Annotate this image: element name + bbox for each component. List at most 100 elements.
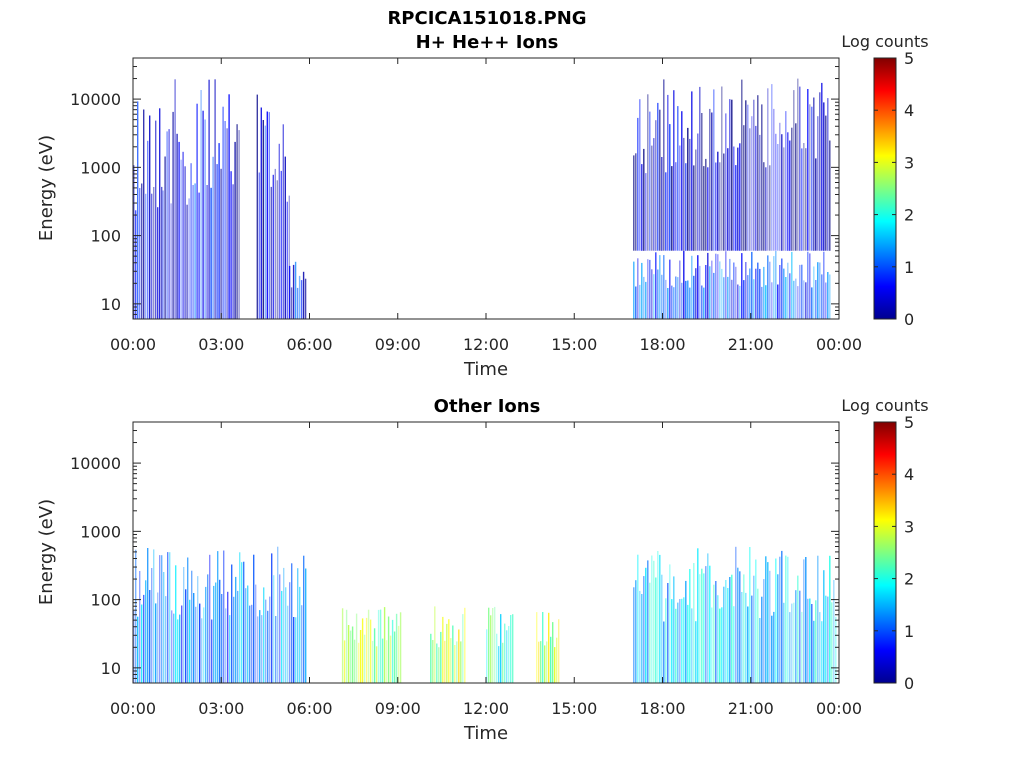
spectrogram-streak [735, 546, 737, 683]
spectrogram-streak [510, 615, 512, 683]
spectrogram-streak [490, 615, 492, 683]
colorbar-tick-label: 5 [904, 413, 914, 432]
spectrogram-streak [546, 641, 548, 683]
spectrogram-streak [729, 99, 731, 251]
x-tick-label: 18:00 [639, 335, 685, 354]
spectrogram-streak [691, 608, 693, 683]
spectrogram-streak [149, 590, 151, 683]
spectrogram-streak [775, 133, 777, 251]
spectrogram-streak [783, 147, 785, 251]
spectrogram-area [133, 78, 831, 320]
spectrogram-streak [141, 183, 143, 319]
spectrogram-streak [743, 574, 745, 683]
spectrogram-streak [637, 258, 639, 319]
spectrogram-streak [192, 185, 194, 319]
spectrogram-streak [159, 108, 161, 319]
spectrogram-streak [767, 255, 769, 319]
spectrogram-streak [239, 552, 241, 683]
spectrogram-streak [705, 566, 707, 683]
spectrogram-streak [821, 274, 823, 319]
spectrogram-streak [747, 606, 749, 683]
spectrogram-streak [833, 580, 835, 683]
colorbar-tick-label: 1 [904, 258, 914, 277]
spectrogram-streak [198, 192, 200, 319]
spectrogram-streak [235, 576, 237, 683]
spectrogram-streak [367, 609, 370, 683]
spectrogram-streak [679, 260, 681, 319]
spectrogram-streak [353, 639, 356, 683]
spectrogram-streak [785, 111, 787, 251]
spectrogram-streak [305, 568, 307, 683]
spectrogram-streak [751, 595, 753, 683]
spectrogram-streak [153, 549, 155, 683]
spectrogram-streak [819, 612, 821, 683]
spectrogram-streak [651, 269, 653, 319]
colorbar-label: Log counts [841, 396, 928, 415]
spectrogram-streak [783, 268, 785, 319]
spectrogram-streak [811, 287, 813, 319]
x-axis-label: Time [463, 359, 508, 380]
spectrogram-streak [145, 193, 147, 319]
colorbar-tick-label: 1 [904, 622, 914, 641]
spectrogram-streak [284, 156, 286, 319]
spectrogram-streak [155, 120, 157, 319]
spectrogram-streak [685, 163, 687, 251]
spectrogram-streak [745, 100, 747, 251]
spectrogram-streak [637, 117, 639, 251]
spectrogram-streak [669, 259, 671, 319]
spectrogram-streak [751, 116, 753, 251]
x-tick-label: 06:00 [286, 699, 332, 718]
spectrogram-streak [224, 121, 226, 319]
spectrogram-streak [795, 590, 797, 683]
spectrogram-streak [275, 616, 277, 683]
spectrogram-streak [711, 607, 713, 683]
spectrogram-streak [709, 266, 711, 319]
spectrogram-streak [703, 287, 705, 319]
spectrogram-streak [647, 560, 649, 683]
spectrogram-area [133, 546, 837, 683]
x-tick-label: 03:00 [198, 699, 244, 718]
spectrogram-streak [635, 153, 637, 251]
spectrogram-streak [733, 146, 735, 251]
spectrogram-streak [157, 592, 159, 683]
spectrogram-streak [500, 614, 502, 683]
spectrogram-streak [448, 619, 450, 683]
spectrogram-streak [703, 166, 705, 251]
spectrogram-streak [289, 582, 291, 683]
spectrogram-streak [731, 574, 733, 683]
spectrogram-streak [208, 79, 210, 319]
spectrogram-streak [279, 574, 281, 683]
spectrogram-streak [767, 562, 769, 683]
spectrogram-streak [183, 567, 185, 683]
spectrogram-streak [389, 635, 392, 683]
spectrogram-streak [787, 262, 789, 319]
spectrogram-streak [145, 580, 147, 683]
spectrogram-streak [442, 616, 444, 683]
spectrogram-streak [793, 280, 795, 319]
spectrogram-streak [667, 583, 669, 683]
colorbar-tick-label: 0 [904, 674, 914, 693]
spectrogram-streak [823, 251, 825, 319]
spectrogram-streak [173, 613, 175, 683]
spectrogram-streak [639, 99, 641, 251]
spectrogram-streak [813, 620, 815, 683]
spectrogram-streak [825, 595, 827, 683]
spectrogram-streak [174, 79, 176, 319]
spectrogram-streak [488, 607, 490, 683]
spectrogram-streak [687, 127, 689, 251]
spectrogram-streak [395, 613, 398, 683]
spectrogram-streak [747, 104, 749, 251]
spectrogram-streak [506, 630, 508, 683]
spectrogram-streak [777, 284, 779, 319]
spectrogram-streak [753, 575, 755, 683]
spectrogram-streak [681, 598, 683, 683]
spectrogram-streak [234, 141, 236, 319]
spectrogram-streak [693, 165, 695, 251]
spectrogram-streak [793, 90, 795, 251]
spectrogram-streak [653, 274, 655, 319]
spectrogram-streak [665, 598, 667, 683]
spectrogram-streak [799, 264, 801, 319]
spectrogram-streak [659, 109, 661, 251]
spectrogram-streak [241, 562, 243, 683]
spectrogram-streak [486, 629, 488, 683]
